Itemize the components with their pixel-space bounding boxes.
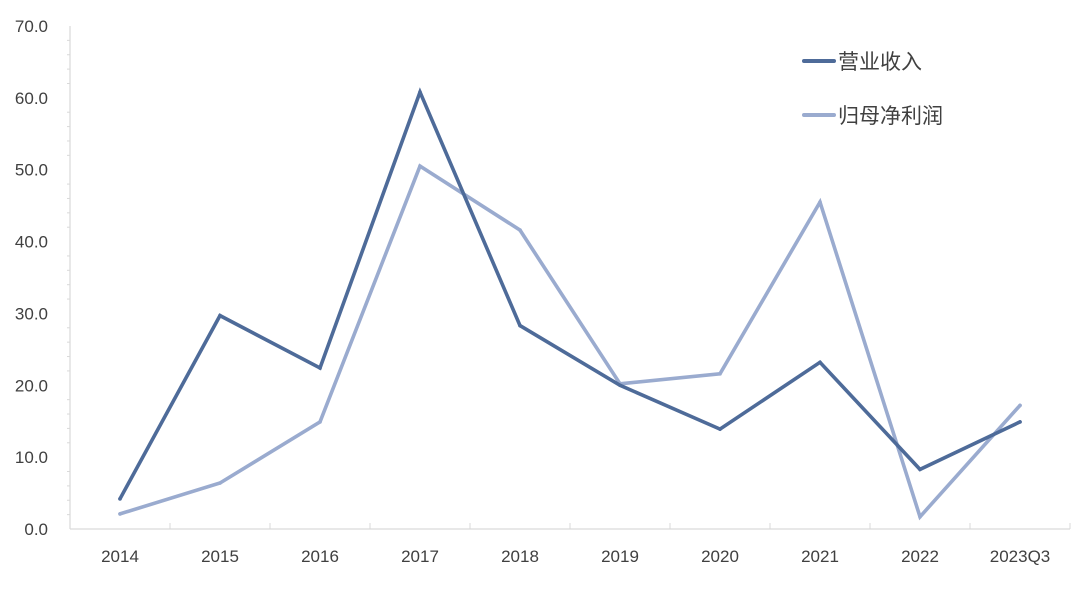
data-point: [718, 371, 722, 376]
x-tick-label: 2023Q3: [990, 547, 1051, 566]
y-tick-label: 10.0: [15, 448, 48, 467]
y-tick-label: 60.0: [15, 89, 48, 108]
y-tick-label: 50.0: [15, 161, 48, 180]
legend-label-revenue: 营业收入: [838, 50, 922, 74]
data-point: [318, 420, 322, 424]
x-tick-label: 2014: [101, 547, 139, 566]
data-point: [1018, 403, 1022, 408]
data-point: [518, 323, 522, 328]
data-point: [1018, 420, 1022, 424]
legend: 营业收入 归母净利润: [802, 50, 943, 128]
data-point: [618, 383, 622, 388]
x-tick-label: 2022: [901, 547, 939, 566]
y-tick-label: 30.0: [15, 304, 48, 323]
data-point: [418, 164, 422, 168]
data-point: [918, 514, 922, 519]
data-point: [818, 360, 822, 365]
data-point: [118, 497, 122, 501]
data-point: [218, 481, 222, 485]
series-line: [118, 87, 1022, 501]
data-point: [418, 90, 422, 94]
data-point: [318, 366, 322, 370]
y-tick-label: 0.0: [24, 520, 48, 539]
x-tick-label: 2019: [601, 547, 639, 566]
data-point: [818, 200, 822, 204]
x-tick-label: 2016: [301, 547, 339, 566]
series-layer: [118, 87, 1022, 521]
data-point: [518, 228, 522, 232]
series-0: [118, 87, 1022, 501]
x-tick-label: 2015: [201, 547, 239, 566]
y-tick-label: 70.0: [15, 17, 48, 36]
series-line: [118, 163, 1022, 521]
data-point: [218, 313, 222, 318]
x-tick-label: 2020: [701, 547, 739, 566]
axes: 0.0 10.0 20.0 30.0 40.0 50.0 60.0 70.0 2014 2015 2…: [15, 17, 1071, 566]
data-point: [118, 512, 122, 516]
x-tick-label: 2017: [401, 547, 439, 566]
y-tick-label: 20.0: [15, 376, 48, 395]
data-point: [718, 427, 722, 431]
data-point: [918, 467, 922, 472]
y-tick-label: 40.0: [15, 233, 48, 252]
legend-label-net-profit: 归母净利润: [838, 104, 943, 128]
x-tick-label: 2021: [801, 547, 839, 566]
series-1: [118, 163, 1022, 521]
x-tick-label: 2018: [501, 547, 539, 566]
